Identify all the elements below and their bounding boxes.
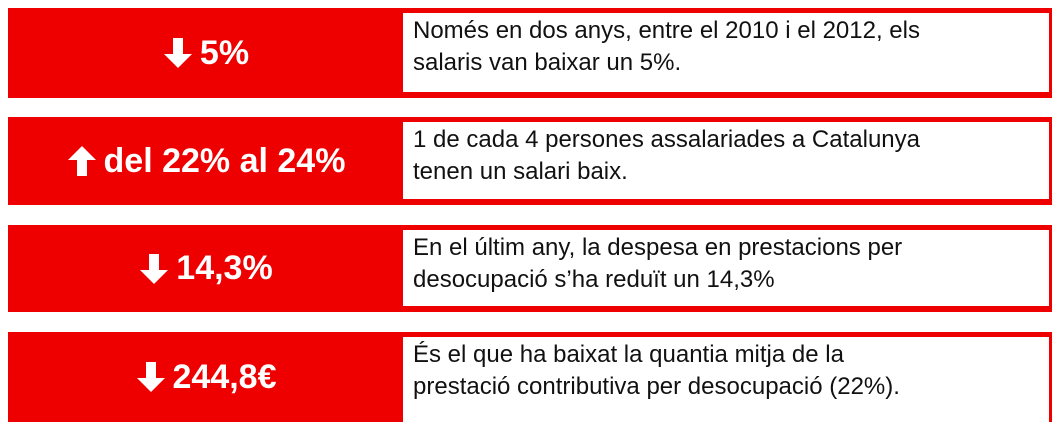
description-line: salaris van baixar un 5%. (413, 49, 682, 76)
figure-text: del 22% al 24% (103, 141, 346, 180)
stat-figure: del 22% al 24% (8, 117, 403, 205)
stat-row: 244,8€ És el que ha baixat la quantia mi… (8, 332, 1052, 422)
description: En el últim any, la despesa en prestacio… (403, 230, 1049, 306)
description-line: En el últim any, la despesa en prestacio… (413, 234, 903, 261)
stat-figure: 5% (8, 8, 403, 98)
stat-row: 5% Només en dos anys, entre el 2010 i el… (8, 8, 1052, 98)
description-line: És el que ha baixat la quantia mitja de … (413, 341, 844, 368)
down-arrow (163, 38, 192, 68)
down-arrow (136, 362, 165, 392)
description: Només en dos anys, entre el 2010 i el 20… (403, 13, 1049, 92)
description-line: prestació contributiva per desocupació (… (413, 373, 900, 400)
description: És el que ha baixat la quantia mitja de … (403, 337, 1049, 422)
figure-text: 14,3% (176, 249, 273, 287)
figure-text: 244,8€ (172, 357, 277, 396)
stat-row: del 22% al 24% 1 de cada 4 persones assa… (8, 117, 1052, 205)
down-arrow (140, 253, 169, 284)
stat-row: 14,3% En el últim any, la despesa en pre… (8, 225, 1052, 312)
stat-figure: 14,3% (8, 225, 403, 312)
description-line: desocupació s’ha reduït un 14,3% (413, 266, 775, 293)
description-line: 1 de cada 4 persones assalariades a Cata… (413, 126, 920, 153)
up-arrow (67, 146, 96, 176)
stat-figure: 244,8€ (8, 332, 403, 422)
description: 1 de cada 4 persones assalariades a Cata… (403, 122, 1049, 199)
description-line: tenen un salari baix. (413, 158, 628, 185)
figure-text: 5% (199, 33, 250, 72)
description-line: Només en dos anys, entre el 2010 i el 20… (413, 17, 920, 44)
